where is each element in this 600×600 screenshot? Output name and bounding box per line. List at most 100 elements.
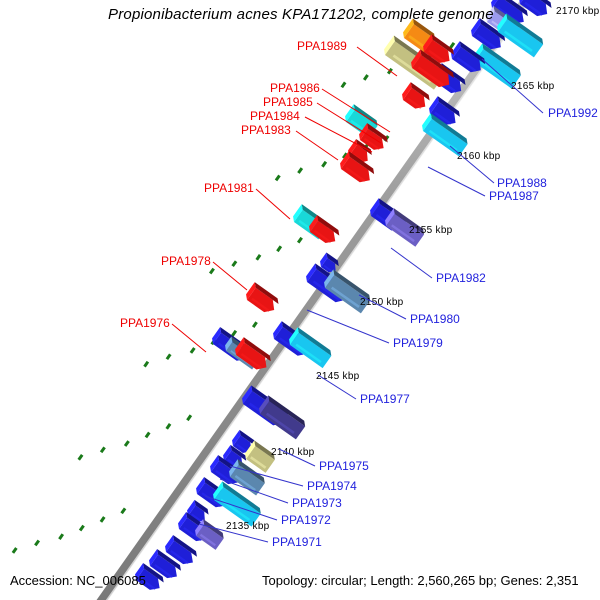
coordinate-tick: [77, 454, 84, 461]
gene-name-label[interactable]: PPA1988: [497, 176, 547, 190]
gene-body[interactable]: [247, 287, 279, 316]
gene-name-label[interactable]: PPA1985: [263, 95, 313, 109]
gene-feature[interactable]: [318, 252, 341, 275]
gene-leader-line: [255, 188, 291, 220]
gene-body[interactable]: [403, 87, 430, 113]
gene-feature[interactable]: [357, 122, 390, 154]
gene-feature[interactable]: [233, 337, 273, 373]
gene-name-label[interactable]: PPA1975: [319, 459, 369, 473]
gene-body[interactable]: [325, 274, 371, 314]
gene-name-label[interactable]: PPA1972: [281, 513, 331, 527]
gene-feature[interactable]: [338, 151, 377, 186]
gene-side-face: [499, 0, 528, 17]
coordinate-tick: [11, 547, 18, 554]
gene-side-face: [420, 49, 454, 79]
gene-feature[interactable]: [421, 34, 456, 67]
gene-highlight: [476, 33, 497, 50]
gene-highlight: [363, 137, 380, 151]
sequence-info-label: Topology: circular; Length: 2,560,265 bp…: [262, 573, 579, 588]
gene-name-label-layer[interactable]: PPA1992PPA1989PPA1988PPA1987PPA1986PPA19…: [120, 39, 598, 549]
gene-leader-line: [229, 465, 304, 487]
gene-feature[interactable]: [495, 13, 546, 58]
gene-body[interactable]: [310, 220, 339, 247]
ruler-tick-label: 2160 kbp: [457, 151, 501, 162]
gene-feature[interactable]: [257, 395, 308, 440]
gene-name-label[interactable]: PPA1983: [241, 123, 291, 137]
gene-body[interactable]: [474, 48, 521, 89]
gene-top-face: [385, 208, 395, 226]
gene-name-label[interactable]: PPA1977: [360, 392, 410, 406]
gene-feature[interactable]: [307, 214, 342, 247]
gene-feature[interactable]: [517, 0, 554, 20]
gene-feature[interactable]: [322, 269, 373, 314]
gene-name-label[interactable]: PPA1986: [270, 81, 320, 95]
gene-highlight: [199, 533, 216, 547]
gene-name-label[interactable]: PPA1978: [161, 254, 211, 268]
gene-feature[interactable]: [287, 327, 334, 369]
ruler-tick-label: 2145 kbp: [316, 371, 360, 382]
gene-side-face: [431, 34, 454, 55]
gene-name-label[interactable]: PPA1976: [120, 316, 170, 330]
gene-feature-layer[interactable]: [133, 0, 554, 594]
gene-name-label[interactable]: PPA1979: [393, 336, 443, 350]
gene-body[interactable]: [452, 46, 485, 77]
gene-top-face: [246, 282, 256, 300]
gene-body[interactable]: [412, 54, 454, 91]
gene-body[interactable]: [150, 554, 181, 583]
gene-body[interactable]: [321, 258, 339, 275]
gene-highlight: [456, 56, 477, 73]
gene-feature[interactable]: [427, 96, 462, 129]
gene-body[interactable]: [423, 118, 468, 157]
gene-body[interactable]: [236, 342, 271, 374]
gene-name-label[interactable]: PPA1982: [436, 271, 486, 285]
gene-name-label[interactable]: PPA1980: [410, 312, 460, 326]
gene-body[interactable]: [230, 464, 265, 496]
gene-feature[interactable]: [163, 534, 200, 569]
gene-body[interactable]: [211, 460, 242, 489]
gene-name-label[interactable]: PPA1981: [204, 181, 254, 195]
gene-body[interactable]: [166, 540, 197, 569]
gene-side-face: [222, 481, 261, 514]
gene-body[interactable]: [196, 524, 224, 550]
gene-body[interactable]: [492, 0, 528, 28]
gene-leader-line: [356, 46, 398, 77]
gene-body[interactable]: [430, 101, 460, 129]
gene-body[interactable]: [246, 445, 275, 473]
gene-feature[interactable]: [193, 518, 226, 550]
gene-top-face: [187, 499, 196, 516]
gene-feature[interactable]: [133, 562, 166, 594]
gene-name-label[interactable]: PPA1992: [548, 106, 598, 120]
gene-body[interactable]: [290, 332, 332, 369]
gene-body[interactable]: [233, 435, 255, 456]
gene-feature[interactable]: [147, 548, 184, 583]
sequence-backbone[interactable]: [95, 0, 545, 600]
gene-feature[interactable]: [230, 429, 258, 457]
gene-body[interactable]: [386, 213, 425, 247]
gene-feature[interactable]: [400, 82, 432, 113]
gene-feature[interactable]: [244, 282, 281, 316]
gene-feature[interactable]: [227, 459, 267, 496]
gene-body[interactable]: [497, 18, 544, 58]
gene-feature[interactable]: [469, 18, 508, 53]
gene-feature[interactable]: [409, 49, 456, 91]
gene-name-label[interactable]: PPA1984: [250, 109, 300, 123]
gene-name-label[interactable]: PPA1989: [297, 39, 347, 53]
gene-name-label[interactable]: PPA1973: [292, 496, 342, 510]
gene-side-face: [173, 534, 197, 557]
gene-feature[interactable]: [243, 440, 277, 473]
gene-body[interactable]: [136, 568, 164, 594]
gene-name-label[interactable]: PPA1974: [307, 479, 357, 493]
gene-body[interactable]: [520, 0, 552, 20]
gene-side-face: [410, 82, 430, 101]
gene-feature[interactable]: [449, 41, 488, 76]
gene-body[interactable]: [341, 156, 374, 187]
gene-highlight: [215, 470, 234, 485]
gene-body[interactable]: [424, 39, 454, 67]
gene-name-label[interactable]: PPA1987: [489, 189, 539, 203]
gene-name-label[interactable]: PPA1971: [272, 535, 322, 549]
gene-feature[interactable]: [383, 208, 427, 247]
gene-body[interactable]: [260, 400, 306, 440]
gene-body[interactable]: [472, 23, 505, 54]
